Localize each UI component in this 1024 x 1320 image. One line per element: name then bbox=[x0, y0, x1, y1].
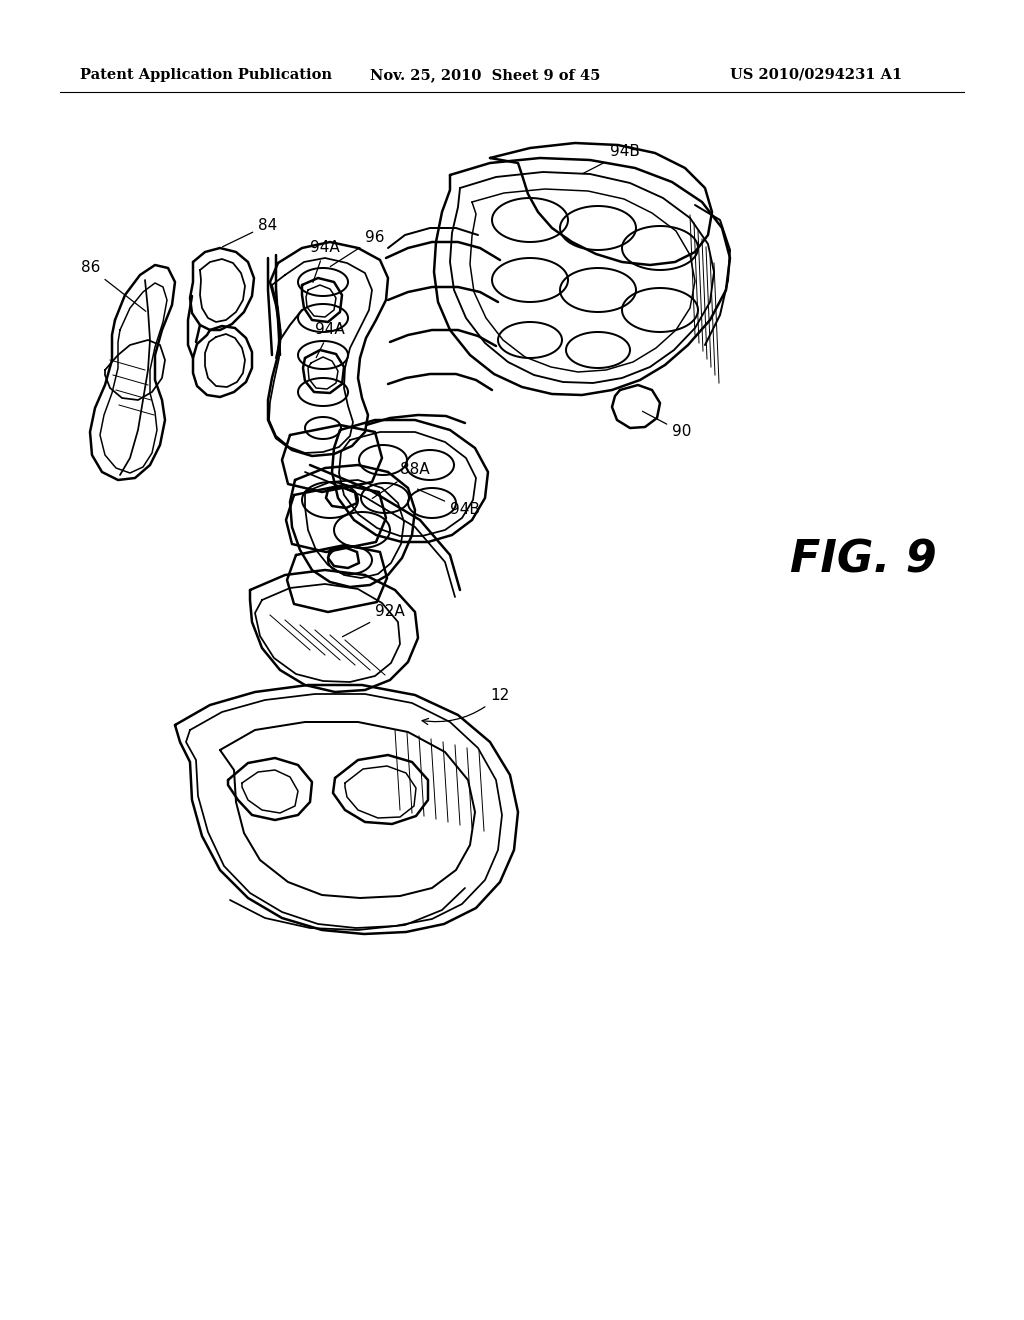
Text: 92A: 92A bbox=[342, 605, 404, 636]
Text: 90: 90 bbox=[642, 412, 691, 440]
Text: 94A: 94A bbox=[310, 240, 340, 282]
Text: FIG. 9: FIG. 9 bbox=[790, 539, 937, 582]
Text: Nov. 25, 2010  Sheet 9 of 45: Nov. 25, 2010 Sheet 9 of 45 bbox=[370, 69, 600, 82]
Text: 94B: 94B bbox=[418, 490, 480, 517]
Text: 94A: 94A bbox=[315, 322, 345, 358]
Text: US 2010/0294231 A1: US 2010/0294231 A1 bbox=[730, 69, 902, 82]
Text: 84: 84 bbox=[222, 218, 278, 247]
Text: 96: 96 bbox=[331, 231, 384, 267]
Text: Patent Application Publication: Patent Application Publication bbox=[80, 69, 332, 82]
Text: 12: 12 bbox=[422, 688, 509, 725]
Text: 94B: 94B bbox=[583, 144, 640, 174]
Text: 88A: 88A bbox=[373, 462, 430, 499]
Text: 86: 86 bbox=[81, 260, 145, 312]
